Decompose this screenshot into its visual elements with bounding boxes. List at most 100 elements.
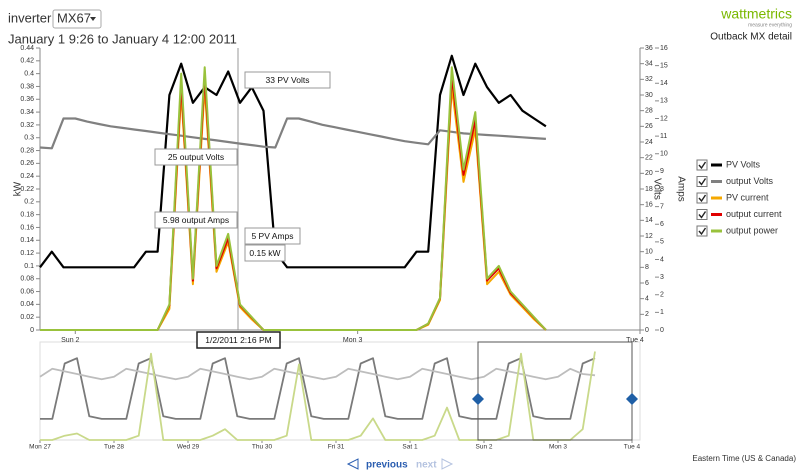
y3-tick-label: 10 [660,151,668,158]
navigator-tick-label: Tue 28 [104,444,124,451]
legend-check [698,194,707,203]
y3-tick-label: 14 [660,80,668,87]
y-tick-label: 0.14 [20,237,34,244]
date-range: January 1 9:26 to January 4 12:00 2011 [8,31,237,46]
x-tick-label: Tue 4 [626,337,644,344]
y-tick-label: 0.26 [20,160,34,167]
y2-tick-label: 36 [645,45,653,52]
y2-tick-label: 28 [645,108,653,115]
y2-tick-label: 2 [645,311,649,318]
y-tick-label: 0.08 [20,276,34,283]
legend-check [698,161,707,170]
y-axis-label: kW [13,181,24,196]
x-tick-label: Mon 3 [343,337,363,344]
y3-tick-label: 15 [660,62,668,69]
inverter-select[interactable] [52,9,102,29]
legend-label: PV Volts [726,159,761,169]
y-tick-label: 0.1 [24,263,34,270]
timezone: Eastern Time (US & Canada) [692,454,796,463]
y3-tick-label: 5 [660,239,664,246]
legend-checkbox[interactable] [696,159,708,171]
y3-tick-label: 7 [660,203,664,210]
navigator-line [40,357,596,420]
y2-tick-label: 30 [645,92,653,99]
tooltip-text: 5.98 output Amps [163,215,229,225]
legend-checkbox[interactable] [696,225,708,237]
y2-tick-label: 24 [645,139,653,146]
y-tick-label: 0.24 [20,173,34,180]
y-tick-label: 0.22 [20,186,34,193]
navigator-handle[interactable] [472,393,484,405]
navigator-tick-label: Wed 29 [177,444,200,451]
y-tick-label: 0.34 [20,109,34,116]
y3-axis-label: Amps [675,176,686,202]
navigator-handle[interactable] [626,393,638,405]
y-tick-label: 0.42 [20,58,34,65]
y2-tick-label: 16 [645,202,653,209]
inverter-value[interactable]: MX67 [57,10,91,25]
y2-tick-label: 8 [645,264,649,271]
series-line [39,117,546,150]
legend-label: PV current [726,192,769,202]
y-tick-label: 0.3 [24,135,34,142]
y3-tick-label: 2 [660,292,664,299]
y3-tick-label: 4 [660,256,664,263]
tooltip-box [154,211,238,229]
previous-link[interactable]: previous [366,460,408,471]
y-tick-label: 0.28 [20,147,34,154]
navigator-tick-label: Sun 2 [476,444,493,451]
y2-tick-label: 32 [645,76,653,83]
navigator-tick-label: Thu 30 [252,444,273,451]
y-tick-label: 0.12 [20,250,34,257]
y3-tick-label: 9 [660,168,664,175]
tooltip-box [244,244,286,262]
y3-tick-label: 16 [660,45,668,52]
y3-tick-label: 1 [660,309,664,316]
y2-tick-label: 6 [645,280,649,287]
y3-tick-label: 12 [660,115,668,122]
tooltip-text: 0.15 kW [249,248,280,258]
y-tick-label: 0.4 [24,70,34,77]
navigator-tick-label: Sat 1 [402,444,418,451]
next-link[interactable]: next [416,460,437,471]
navigator-line [40,351,596,441]
legend-checkbox[interactable] [696,192,708,204]
brand: wattmetrics [720,6,792,22]
y-tick-label: 0.02 [20,314,34,321]
navigator-tick-label: Mon 27 [29,444,51,451]
y-tick-label: 0.38 [20,83,34,90]
series-line [40,66,547,331]
y-tick-label: 0.32 [20,122,34,129]
navigator-tick-label: Tue 4 [624,444,641,451]
y-tick-label: 0.06 [20,288,34,295]
previous-arrow[interactable] [346,458,359,470]
next-arrow[interactable] [441,458,454,470]
y-tick-label: 0 [30,327,34,334]
navigator-frame [39,341,641,441]
y2-tick-label: 22 [645,155,653,162]
legend-checkbox[interactable] [696,209,708,220]
y3-tick-label: 11 [660,133,667,140]
y2-tick-label: 0 [645,327,649,334]
legend-checkbox[interactable] [696,176,708,187]
y2-tick-label: 10 [645,249,653,256]
y2-tick-label: 4 [645,296,649,303]
legend-check [698,227,707,236]
navigator-window[interactable] [477,341,633,441]
tooltip-box [244,227,301,245]
tooltip-box [244,71,331,89]
tooltip-text: 25 output Volts [168,152,224,162]
y3-tick-label: 6 [660,221,664,228]
legend-label: output current [726,209,782,219]
legend-label: output Volts [726,176,774,186]
y3-tick-label: 0 [660,327,664,334]
y2-tick-label: 12 [645,233,653,240]
legend-check [698,211,707,219]
y2-tick-label: 20 [645,170,653,177]
navigator-tick-label: Mon 3 [549,444,567,451]
y-tick-label: 0.16 [20,224,34,231]
tagline: measure everything [748,22,792,28]
navigator: Mon 27 Tue 28 Wed 29 Thu 30 Fri 31 Sat 1 Sun 2… [29,351,641,451]
tooltip-box [196,331,281,349]
x-tick-label: Sun 2 [61,337,79,344]
